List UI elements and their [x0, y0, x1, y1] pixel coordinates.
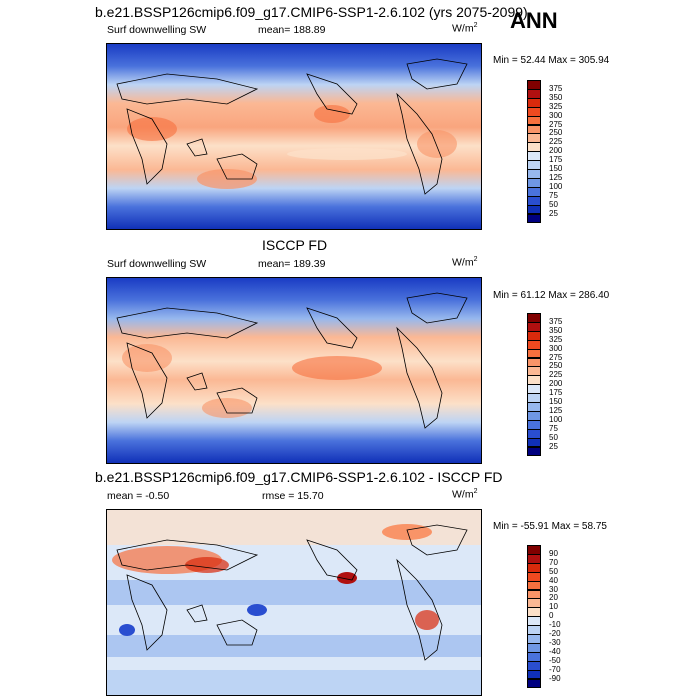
colorbar-tick-label: 90	[549, 548, 558, 558]
panel-1-variable-label: Surf downwelling SW	[107, 24, 207, 36]
colorbar-tick-label: 40	[549, 575, 558, 585]
colorbar-swatch	[527, 213, 541, 224]
colorbar-tick-label: 75	[549, 423, 558, 433]
colorbar-tick-label: 100	[549, 414, 563, 424]
colorbar-tick-label: 25	[549, 441, 558, 451]
panel-1-title: b.e21.BSSP126cmip6.f09_g17.CMIP6-SSP1-2.…	[95, 4, 528, 20]
colorbar-tick-label: 275	[549, 119, 563, 129]
panel-2-variable-label: Surf downwelling SW	[107, 258, 207, 270]
colorbar-tick-label: 10	[549, 602, 558, 612]
season-label: ANN	[510, 8, 558, 33]
panel-2-units: W/m2	[452, 256, 478, 269]
panel-2-map	[106, 277, 482, 464]
panel-1-units: W/m2	[452, 22, 478, 35]
colorbar-tick-label: 25	[549, 208, 558, 218]
panel-3-map	[106, 509, 482, 696]
colorbar-tick-label: 50	[549, 432, 558, 442]
colorbar-tick-label: 375	[549, 83, 563, 93]
colorbar-tick-label: -90	[549, 673, 561, 683]
colorbar-tick-label: 300	[549, 110, 563, 120]
colorbar-tick-label: -50	[549, 655, 561, 665]
panel-1-mean-label: mean= 188.89	[258, 24, 326, 36]
panel-2-title: ISCCP FD	[262, 237, 328, 253]
colorbar-tick-label: 150	[549, 164, 563, 173]
colorbar-tick-label: 75	[549, 190, 558, 200]
colorbar-tick-label: 350	[549, 92, 563, 102]
colorbar-tick-label: 175	[549, 388, 563, 398]
colorbar-tick-label: 0	[549, 611, 554, 621]
colorbar-tick-label: 100	[549, 181, 563, 191]
colorbar-tick-label: 325	[549, 334, 563, 344]
panel-3-units: W/m2	[452, 488, 478, 501]
panel-3-rmse-label: rmse = 15.70	[262, 490, 324, 502]
colorbar-tick-label: 200	[549, 379, 563, 389]
colorbar-swatch	[527, 678, 541, 689]
colorbar-tick-label: 225	[549, 137, 563, 147]
colorbar-tick-label: 200	[549, 146, 563, 156]
colorbar-swatch	[527, 446, 541, 457]
colorbar-tick-label: -10	[549, 620, 561, 630]
panel-3-minmax: Min = -55.91 Max = 58.75	[493, 521, 607, 532]
colorbar-tick-label: 375	[549, 316, 563, 326]
panel-3-title: b.e21.BSSP126cmip6.f09_g17.CMIP6-SSP1-2.…	[95, 469, 503, 485]
panel-2-mean-label: mean= 189.39	[258, 258, 326, 270]
colorbar-tick-label: 250	[549, 128, 563, 138]
panel-2-minmax: Min = 61.12 Max = 286.40	[493, 290, 610, 301]
colorbar-tick-label: 350	[549, 325, 563, 335]
colorbar-tick-label: -40	[549, 646, 561, 656]
colorbar-tick-label: -20	[549, 629, 561, 638]
colorbar-tick-label: -30	[549, 637, 561, 647]
colorbar-tick-label: 50	[549, 199, 558, 209]
panel-1-minmax: Min = 52.44 Max = 305.94	[493, 55, 610, 66]
colorbar-tick-label: 125	[549, 405, 563, 415]
panel-1-map	[106, 43, 482, 230]
colorbar-tick-label: 125	[549, 172, 563, 182]
colorbar-tick-label: 70	[549, 557, 558, 567]
panel-3-mean-label: mean = -0.50	[107, 490, 170, 502]
colorbar-tick-label: 275	[549, 352, 563, 362]
colorbar-tick-label: 20	[549, 593, 558, 603]
colorbar-tick-label: -70	[549, 664, 561, 674]
colorbar-tick-label: 50	[549, 566, 558, 576]
colorbar-tick-label: 250	[549, 361, 563, 371]
colorbar-tick-label: 300	[549, 343, 563, 353]
colorbar-tick-label: 325	[549, 101, 563, 111]
colorbar-tick-label: 150	[549, 397, 563, 406]
colorbar-tick-label: 30	[549, 584, 558, 594]
colorbar-tick-label: 175	[549, 155, 563, 165]
colorbar-tick-label: 225	[549, 370, 563, 380]
